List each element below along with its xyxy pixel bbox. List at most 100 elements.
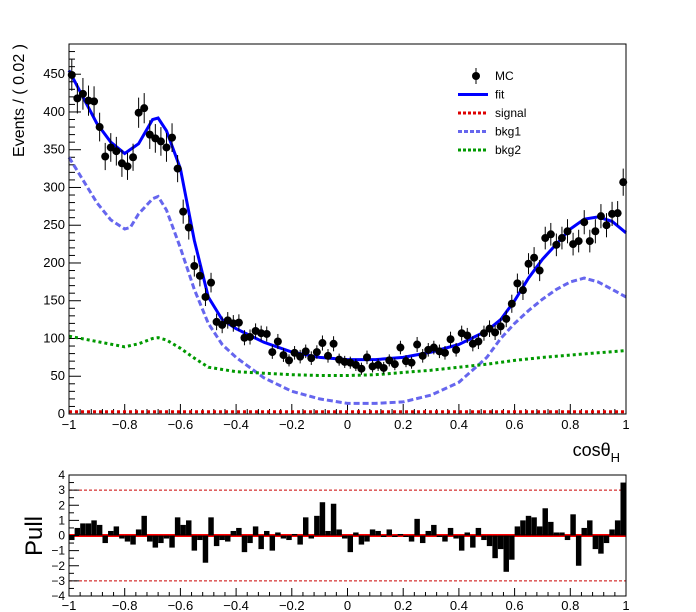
pull-bar (386, 529, 393, 536)
mc-marker (329, 339, 338, 348)
mc-point (207, 272, 216, 293)
pull-bar (302, 517, 309, 536)
pull-bar (108, 530, 114, 536)
mc-marker (162, 143, 171, 152)
mc-point (129, 143, 138, 171)
x-tick-label: −0.8 (112, 417, 138, 432)
y-tick-label: 100 (43, 330, 65, 345)
mc-point (413, 336, 422, 353)
mc-marker (195, 271, 204, 280)
mc-marker (362, 353, 371, 362)
pull-plot-frame (68, 474, 627, 597)
pull-x-tick-label: −0.4 (223, 598, 249, 612)
mc-marker (279, 351, 288, 360)
pull-bar (614, 520, 621, 536)
mc-point (145, 120, 154, 149)
mc-marker (168, 133, 177, 142)
pull-bar (180, 524, 186, 536)
pull-bar (492, 535, 498, 559)
mc-point (112, 136, 121, 166)
pull-y-tick-label: 4 (58, 468, 65, 482)
pull-bar (102, 535, 108, 544)
mc-marker (530, 253, 539, 262)
pull-bar (130, 535, 136, 545)
pull-x-tick-label: −0.6 (168, 598, 194, 612)
mc-marker (262, 329, 271, 338)
mc-marker (613, 209, 622, 218)
pull-bar (213, 535, 220, 547)
pull-bar (414, 518, 420, 536)
pull-bar (252, 526, 259, 536)
mc-marker (90, 97, 99, 106)
pull-bar (464, 532, 470, 536)
x-tick-label: −1 (62, 417, 77, 432)
pull-bar (241, 535, 248, 553)
mc-marker (78, 89, 87, 98)
x-axis-title: cosθH (573, 440, 620, 465)
pull-bar (380, 535, 387, 538)
pull-bar (609, 529, 615, 536)
mc-point (541, 226, 550, 250)
pull-bar (247, 535, 253, 544)
mc-marker (190, 262, 199, 270)
legend-label: bkg1 (495, 125, 521, 139)
mc-marker (95, 123, 104, 132)
mc-point (569, 232, 578, 256)
mc-point (518, 280, 527, 300)
pull-bar (581, 527, 587, 536)
mc-point (73, 83, 82, 114)
pull-bar (503, 535, 509, 572)
x-tick-label: 0.4 (450, 417, 468, 432)
pull-y-tick-label: 1 (58, 513, 65, 527)
pull-bar (264, 530, 270, 536)
mc-point (285, 354, 294, 367)
mc-point (279, 348, 288, 362)
pull-bar (135, 529, 142, 536)
legend-entry-MC: MC (472, 68, 514, 84)
pull-bar (531, 517, 537, 536)
mc-point (156, 127, 165, 156)
pull-bar (553, 532, 560, 536)
mc-point (168, 123, 177, 152)
pull-reference-lines (69, 489, 626, 582)
mc-marker (273, 337, 282, 346)
mc-marker (535, 266, 544, 275)
mc-point (173, 155, 182, 183)
mc-marker (574, 237, 583, 246)
main-plot-frame (68, 43, 627, 415)
mc-marker (218, 320, 227, 329)
mc-marker (407, 358, 416, 367)
pull-bar (536, 526, 543, 536)
mc-point (179, 199, 188, 224)
mc-point (78, 77, 87, 110)
mc-marker (101, 152, 110, 161)
mc-point (585, 229, 594, 253)
mc-point (234, 314, 243, 331)
mc-marker (546, 230, 555, 239)
mc-point (440, 346, 449, 360)
legend-label: bkg2 (495, 143, 521, 157)
pull-x-tick-label: −0.8 (112, 598, 138, 612)
mc-point (613, 201, 622, 226)
mc-marker (496, 322, 505, 331)
main-y-tick-labels: 0 50 100 150 200 250 300 350 400 450 (43, 66, 65, 421)
pull-bar (564, 535, 571, 541)
pull-bar (575, 535, 582, 566)
mc-point (246, 329, 255, 345)
pull-bar (169, 535, 175, 548)
pull-bar (330, 503, 337, 536)
mc-marker (502, 314, 511, 323)
mc-point (190, 255, 199, 277)
mc-marker (357, 364, 366, 373)
y-axis-title: Events / ( 0.02 ) (11, 44, 28, 157)
legend-entry-signal: signal (458, 106, 526, 120)
y-tick-label: 350 (43, 142, 65, 157)
pull-y-tick-label: 2 (58, 498, 65, 512)
mc-marker (585, 237, 594, 246)
legend-marker (472, 72, 480, 80)
pull-bar (152, 535, 159, 548)
mc-marker (413, 340, 422, 349)
mc-marker (491, 328, 500, 337)
legend-label: fit (495, 88, 505, 102)
